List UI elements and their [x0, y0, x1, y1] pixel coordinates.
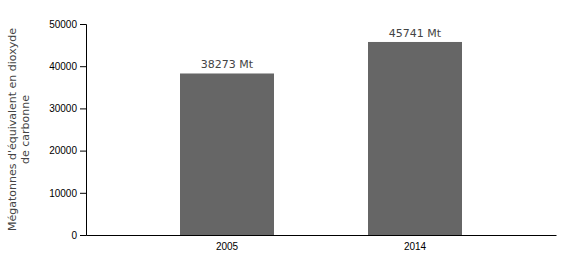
x-axis: 2005 2014 — [87, 236, 557, 253]
y-tick: 20000 — [49, 145, 86, 156]
y-tick-label: 50000 — [49, 19, 77, 30]
x-tick: 2014 — [404, 241, 427, 252]
y-tick: 50000 — [49, 19, 86, 30]
y-tick: 30000 — [49, 103, 86, 114]
chart: 0 10000 20000 30000 40000 50000 2005 2014 38273 … — [0, 0, 576, 263]
y-axis-line — [80, 25, 87, 236]
y-tick-label: 0 — [71, 230, 77, 241]
data-label: 45741 Mt — [389, 27, 442, 40]
y-tick-mark — [80, 108, 86, 109]
y-tick-label: 40000 — [49, 61, 77, 72]
x-axis-line — [87, 235, 557, 236]
bars — [180, 42, 462, 235]
x-tick-label: 2014 — [404, 241, 427, 252]
bar — [368, 42, 462, 235]
y-tick: 0 — [71, 230, 86, 241]
y-tick-label: 30000 — [49, 103, 77, 114]
y-tick: 40000 — [49, 61, 86, 72]
y-axis-title: Mégatonnes d'équivalent en dioxydede car… — [6, 28, 32, 231]
data-label: 38273 Mt — [201, 58, 254, 71]
y-tick-mark — [80, 151, 86, 152]
y-tick-mark — [80, 235, 86, 236]
y-tick-label: 20000 — [49, 145, 77, 156]
x-tick: 2005 — [216, 241, 239, 252]
y-tick-mark — [80, 24, 86, 25]
plot: 0 10000 20000 30000 40000 50000 2005 2014 38273 … — [49, 19, 556, 252]
data-labels: 38273 Mt 45741 Mt — [201, 27, 442, 72]
y-tick-mark — [80, 193, 86, 194]
y-axis: 0 10000 20000 30000 40000 50000 — [49, 19, 86, 241]
y-tick-label: 10000 — [49, 188, 77, 199]
y-tick: 10000 — [49, 188, 86, 199]
y-tick-mark — [80, 66, 86, 67]
x-tick-label: 2005 — [216, 241, 239, 252]
bar — [180, 73, 274, 235]
